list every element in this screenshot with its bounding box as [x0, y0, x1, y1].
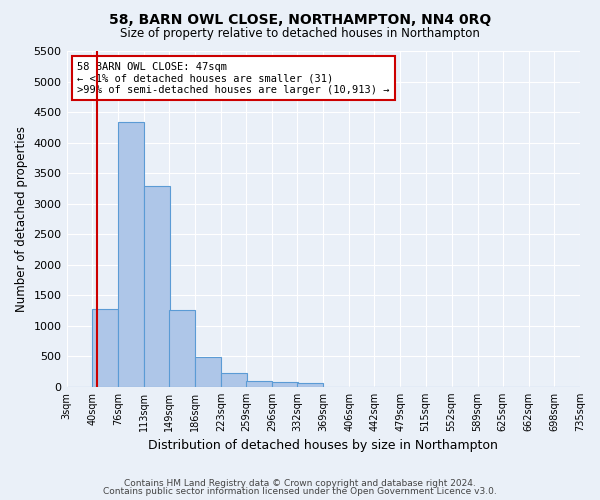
- Text: 58, BARN OWL CLOSE, NORTHAMPTON, NN4 0RQ: 58, BARN OWL CLOSE, NORTHAMPTON, NN4 0RQ: [109, 12, 491, 26]
- Text: Contains public sector information licensed under the Open Government Licence v3: Contains public sector information licen…: [103, 487, 497, 496]
- Bar: [118, 122, 144, 387]
- Y-axis label: Number of detached properties: Number of detached properties: [15, 126, 28, 312]
- Text: Size of property relative to detached houses in Northampton: Size of property relative to detached ho…: [120, 28, 480, 40]
- Bar: [246, 380, 272, 387]
- X-axis label: Distribution of detached houses by size in Northampton: Distribution of detached houses by size …: [148, 440, 498, 452]
- Bar: [272, 382, 298, 387]
- Text: 58 BARN OWL CLOSE: 47sqm
← <1% of detached houses are smaller (31)
>99% of semi-: 58 BARN OWL CLOSE: 47sqm ← <1% of detach…: [77, 62, 389, 95]
- Bar: [144, 186, 170, 387]
- Bar: [221, 373, 247, 387]
- Bar: [298, 383, 323, 387]
- Bar: [92, 310, 118, 387]
- Bar: [195, 357, 221, 387]
- Bar: [169, 310, 195, 387]
- Text: Contains HM Land Registry data © Crown copyright and database right 2024.: Contains HM Land Registry data © Crown c…: [124, 478, 476, 488]
